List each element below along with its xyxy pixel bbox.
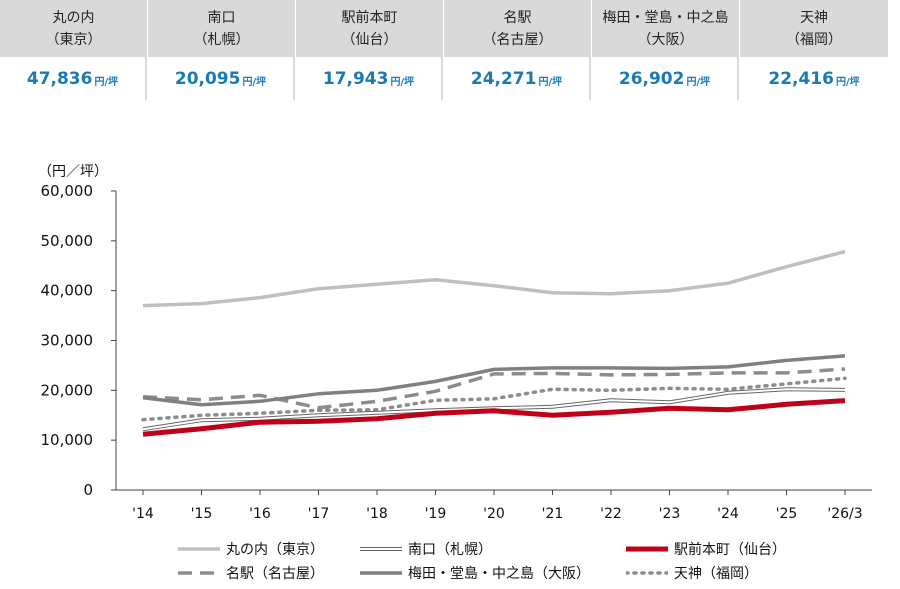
legend-label: 駅前本町（仙台） — [674, 542, 786, 558]
summary-card-osaka: 梅田・堂島・中之島 （大阪） 26,902 円/坪 — [592, 0, 740, 104]
legend-item: 梅田・堂島・中之島（大阪） — [360, 562, 590, 584]
x-tick-label: '24 — [717, 506, 739, 522]
legend-swatch — [178, 571, 220, 575]
card-rent-value: 17,943 — [322, 68, 389, 89]
x-tick-label: '25 — [776, 506, 798, 522]
legend-label: 南口（札幌） — [408, 542, 492, 558]
card-city: （名古屋） — [482, 31, 553, 48]
card-rent-unit: 円/坪 — [242, 77, 267, 88]
x-tick-label: '26/3 — [827, 506, 862, 522]
card-rent-value: 26,902 — [618, 68, 685, 89]
summary-card-fukuoka: 天神 （福岡） 22,416 円/坪 — [740, 0, 888, 104]
card-area-name: 天神 — [800, 9, 828, 26]
x-tick-label: '15 — [191, 506, 213, 522]
legend-label: 名駅（名古屋） — [226, 566, 324, 582]
y-tick-label: 60,000 — [41, 182, 94, 200]
y-axis-label: （円／坪） — [38, 164, 108, 180]
x-tick-label: '20 — [483, 506, 505, 522]
card-city: （大阪） — [637, 31, 694, 48]
legend-label: 丸の内（東京） — [226, 542, 324, 558]
legend-label: 天神（福岡） — [674, 566, 758, 582]
legend-swatch — [360, 571, 402, 575]
card-rent-value: 24,271 — [470, 68, 537, 89]
series-line-3 — [142, 367, 846, 410]
legend-item: 名駅（名古屋） — [178, 562, 324, 584]
y-tick-label: 20,000 — [41, 381, 94, 399]
card-rent-unit: 円/坪 — [390, 77, 415, 88]
y-tick-label: 40,000 — [41, 282, 94, 300]
series-line-4 — [142, 354, 846, 407]
x-tick-label: '21 — [542, 506, 564, 522]
card-area-name: 名駅 — [503, 9, 532, 26]
card-rent-unit: 円/坪 — [538, 77, 563, 88]
series-line-sapporo-inner — [142, 388, 846, 431]
card-area-name: 南口 — [207, 9, 236, 26]
y-tick-label: 30,000 — [41, 332, 94, 350]
card-area-name: 梅田・堂島・中之島 — [602, 9, 729, 26]
card-rent-value: 20,095 — [174, 68, 241, 89]
series-line-2 — [142, 398, 846, 437]
rent-line-chart: （円／坪） 0 10,000 20,000 30,000 40,000 50,000 60,0… — [38, 164, 872, 522]
card-city: （仙台） — [341, 31, 398, 48]
x-tick-label: '18 — [366, 506, 388, 522]
summary-card-marunouchi: 丸の内 （東京） 47,836 円/坪 — [0, 0, 148, 104]
legend-label: 梅田・堂島・中之島（大阪） — [408, 566, 590, 582]
legend-swatch — [626, 571, 668, 575]
card-area-name: 駅前本町 — [341, 9, 398, 26]
legend-swatch — [178, 547, 220, 551]
legend-item: 南口（札幌） — [360, 538, 492, 560]
card-rent-value: 47,836 — [26, 68, 93, 89]
card-city: （福岡） — [786, 31, 842, 48]
x-tick-label: '17 — [308, 506, 330, 522]
card-rent-value: 22,416 — [768, 68, 834, 89]
card-rent-unit: 円/坪 — [835, 77, 860, 88]
summary-cards: 丸の内 （東京） 47,836 円/坪 南口 （札幌） 20,095 円/坪 駅… — [0, 0, 892, 104]
summary-card-sendai: 駅前本町 （仙台） 17,943 円/坪 — [296, 0, 444, 104]
y-tick-label: 0 — [83, 481, 93, 499]
card-area-name: 丸の内 — [52, 9, 95, 26]
card-rent-unit: 円/坪 — [94, 77, 119, 88]
legend-item: 駅前本町（仙台） — [626, 538, 786, 560]
x-tick-label: '22 — [600, 506, 622, 522]
x-tick-label: '16 — [249, 506, 271, 522]
card-rent-unit: 円/坪 — [686, 77, 711, 88]
y-tick-label: 10,000 — [41, 431, 94, 449]
series-line-5 — [141, 376, 847, 422]
x-tick-label: '14 — [132, 506, 154, 522]
chart-legend: 丸の内（東京） 南口（札幌） 駅前本町（仙台） 名駅（名古屋） 梅田・堂島・中之島（大阪… — [178, 538, 898, 584]
summary-card-nagoya: 名駅 （名古屋） 24,271 円/坪 — [444, 0, 592, 104]
legend-item: 丸の内（東京） — [178, 538, 324, 560]
legend-swatch — [626, 546, 668, 552]
x-tick-label: '23 — [659, 506, 681, 522]
y-tick-label: 50,000 — [41, 232, 94, 250]
summary-card-sapporo: 南口 （札幌） 20,095 円/坪 — [148, 0, 296, 104]
card-city: （東京） — [45, 31, 102, 48]
series-line-0 — [142, 249, 846, 308]
card-city: （札幌） — [193, 31, 250, 48]
legend-item: 天神（福岡） — [626, 562, 758, 584]
legend-swatch — [360, 547, 402, 551]
x-tick-label: '19 — [425, 506, 447, 522]
